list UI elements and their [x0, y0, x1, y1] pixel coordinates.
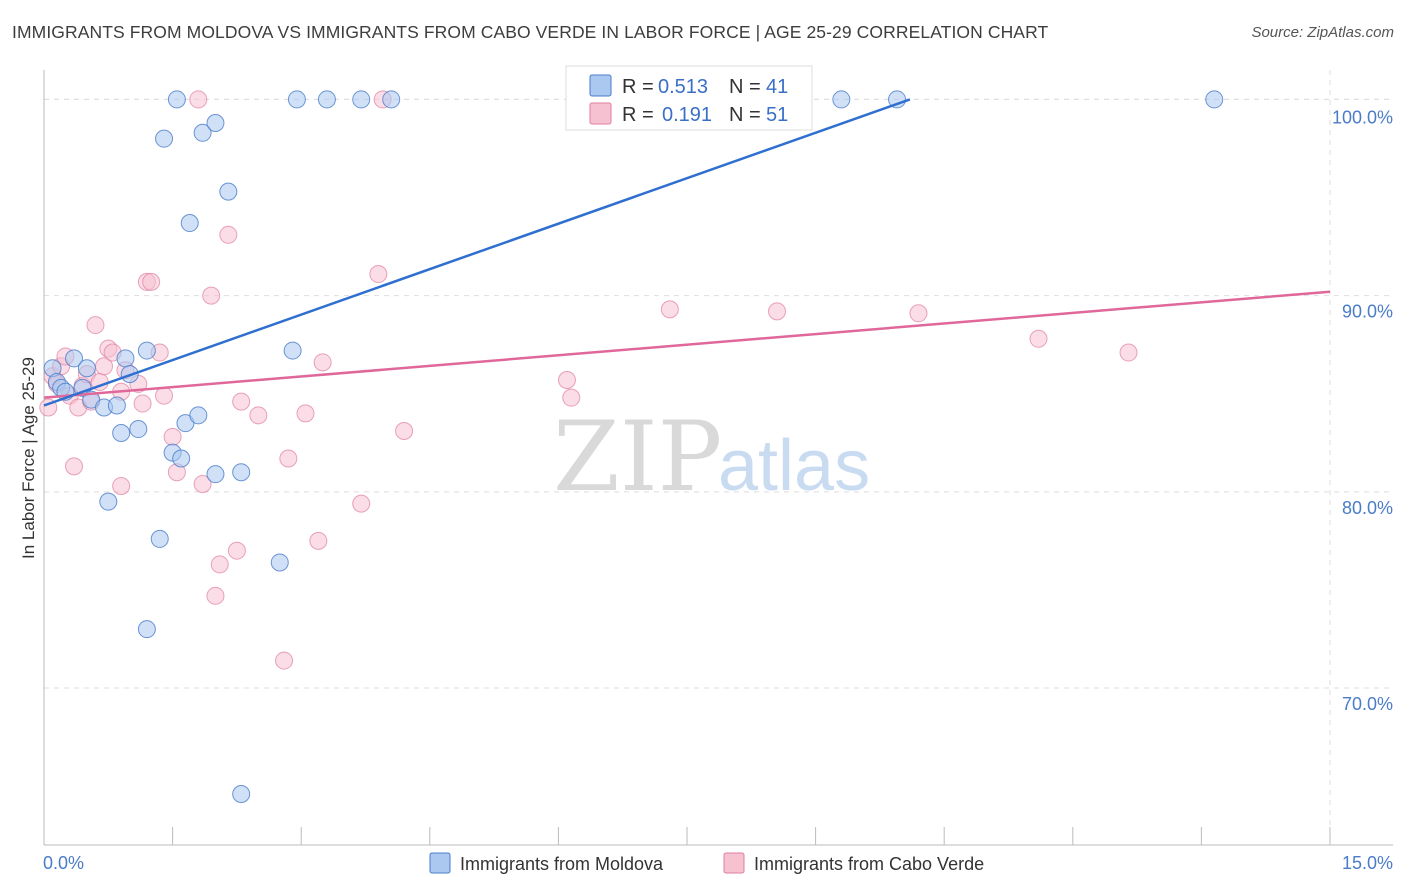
- point-caboverde-29: [202, 286, 221, 305]
- point-caboverde-46: [562, 388, 581, 407]
- chart-title: IMMIGRANTS FROM MOLDOVA VS IMMIGRANTS FR…: [12, 22, 1049, 42]
- trend-lines: [43, 98, 1331, 407]
- point-caboverde-40: [313, 353, 332, 372]
- trend-line-caboverde: [43, 290, 1331, 399]
- point-caboverde-6: [65, 457, 84, 476]
- point-moldova-33: [287, 90, 306, 109]
- point-caboverde-17: [112, 476, 131, 495]
- y-tick-label-100: 100.0%: [1332, 107, 1393, 127]
- point-caboverde-24: [155, 386, 174, 405]
- legend-box: R = 0.513 N = 41 R = 0.191 N = 51: [565, 65, 813, 131]
- series-caboverde-points: [39, 90, 1138, 670]
- point-caboverde-11: [86, 316, 105, 335]
- point-caboverde-47: [660, 300, 679, 319]
- point-moldova-30: [232, 463, 251, 482]
- point-moldova-27: [206, 113, 225, 132]
- point-moldova-4: [65, 349, 84, 368]
- point-caboverde-48: [768, 302, 787, 321]
- point-moldova-6: [77, 359, 96, 378]
- axes: [43, 70, 1393, 846]
- point-moldova-29: [232, 784, 251, 803]
- bottom-legend-swatch-moldova: [429, 852, 451, 874]
- point-caboverde-22: [142, 272, 161, 291]
- point-caboverde-34: [232, 392, 251, 411]
- watermark: ZIP atlas: [553, 401, 870, 513]
- legend-r-label-moldova: R =: [622, 76, 654, 98]
- legend-r-label-caboverde: R =: [622, 104, 654, 126]
- point-caboverde-45: [557, 371, 576, 389]
- legend-n-label-caboverde: N =: [729, 104, 761, 126]
- y-tick-label-70: 70.0%: [1342, 694, 1393, 714]
- x-tick-label-min: 0.0%: [43, 853, 84, 873]
- point-caboverde-30: [206, 586, 225, 605]
- legend-r-value-caboverde: 0.191: [662, 104, 712, 126]
- point-caboverde-28: [193, 474, 212, 493]
- point-moldova-24: [189, 406, 208, 425]
- x-tick-label-max: 15.0%: [1342, 853, 1393, 873]
- point-moldova-9: [99, 492, 118, 511]
- point-caboverde-37: [279, 449, 298, 468]
- point-moldova-12: [116, 349, 135, 368]
- point-moldova-38: [832, 90, 851, 109]
- y-axis-label: In Labor Force | Age 25-29: [19, 357, 38, 559]
- point-moldova-25: [193, 123, 212, 142]
- point-moldova-21: [172, 449, 191, 468]
- bottom-legend-label-caboverde: Immigrants from Cabo Verde: [754, 854, 984, 874]
- point-caboverde-27: [189, 90, 208, 109]
- point-caboverde-32: [219, 225, 238, 244]
- point-caboverde-35: [249, 406, 268, 425]
- bottom-legend-label-moldova: Immigrants from Moldova: [460, 854, 664, 874]
- point-caboverde-33: [227, 541, 246, 560]
- point-moldova-32: [283, 341, 302, 360]
- y-tick-label-80: 80.0%: [1342, 498, 1393, 518]
- point-caboverde-41: [352, 494, 371, 513]
- point-caboverde-36: [275, 651, 294, 670]
- point-moldova-26: [206, 465, 225, 484]
- point-caboverde-49: [909, 304, 928, 323]
- bottom-legend: Immigrants from Moldova Immigrants from …: [429, 852, 984, 874]
- point-caboverde-20: [133, 394, 152, 413]
- point-moldova-40: [1205, 90, 1224, 109]
- point-moldova-20: [167, 90, 186, 109]
- legend-r-value-moldova: 0.513: [658, 76, 708, 98]
- y-tick-label-90: 90.0%: [1342, 302, 1393, 322]
- series-moldova-points: [43, 90, 1224, 803]
- point-caboverde-50: [1029, 329, 1048, 348]
- legend-n-value-moldova: 41: [766, 76, 788, 98]
- point-caboverde-51: [1119, 343, 1138, 362]
- watermark-zip: ZIP: [553, 401, 722, 513]
- point-caboverde-31: [210, 555, 229, 574]
- trend-line-moldova: [43, 98, 911, 407]
- point-moldova-16: [137, 341, 156, 360]
- point-moldova-17: [150, 529, 169, 548]
- point-moldova-28: [219, 182, 238, 201]
- point-moldova-18: [155, 129, 174, 148]
- point-caboverde-39: [309, 531, 328, 550]
- watermark-atlas: atlas: [718, 426, 870, 506]
- point-moldova-10: [107, 396, 126, 415]
- point-moldova-31: [270, 553, 289, 572]
- point-caboverde-25: [163, 427, 182, 446]
- source-credit: Source: ZipAtlas.com: [1251, 24, 1394, 41]
- point-moldova-15: [137, 620, 156, 639]
- point-moldova-23: [180, 214, 199, 233]
- point-caboverde-38: [296, 404, 315, 423]
- legend-swatch-caboverde: [589, 102, 612, 125]
- point-moldova-34: [317, 90, 336, 109]
- point-moldova-36: [382, 90, 401, 109]
- bottom-legend-swatch-caboverde: [723, 852, 745, 874]
- legend-n-label-moldova: N =: [729, 76, 761, 98]
- point-moldova-35: [352, 90, 371, 109]
- point-moldova-14: [129, 420, 148, 439]
- y-tick-labels: 70.0% 80.0% 90.0% 100.0%: [1332, 107, 1393, 714]
- point-caboverde-42: [369, 265, 388, 284]
- legend-swatch-moldova: [589, 74, 612, 97]
- point-caboverde-44: [395, 422, 414, 441]
- legend-n-value-caboverde: 51: [766, 104, 788, 126]
- point-moldova-11: [112, 423, 131, 442]
